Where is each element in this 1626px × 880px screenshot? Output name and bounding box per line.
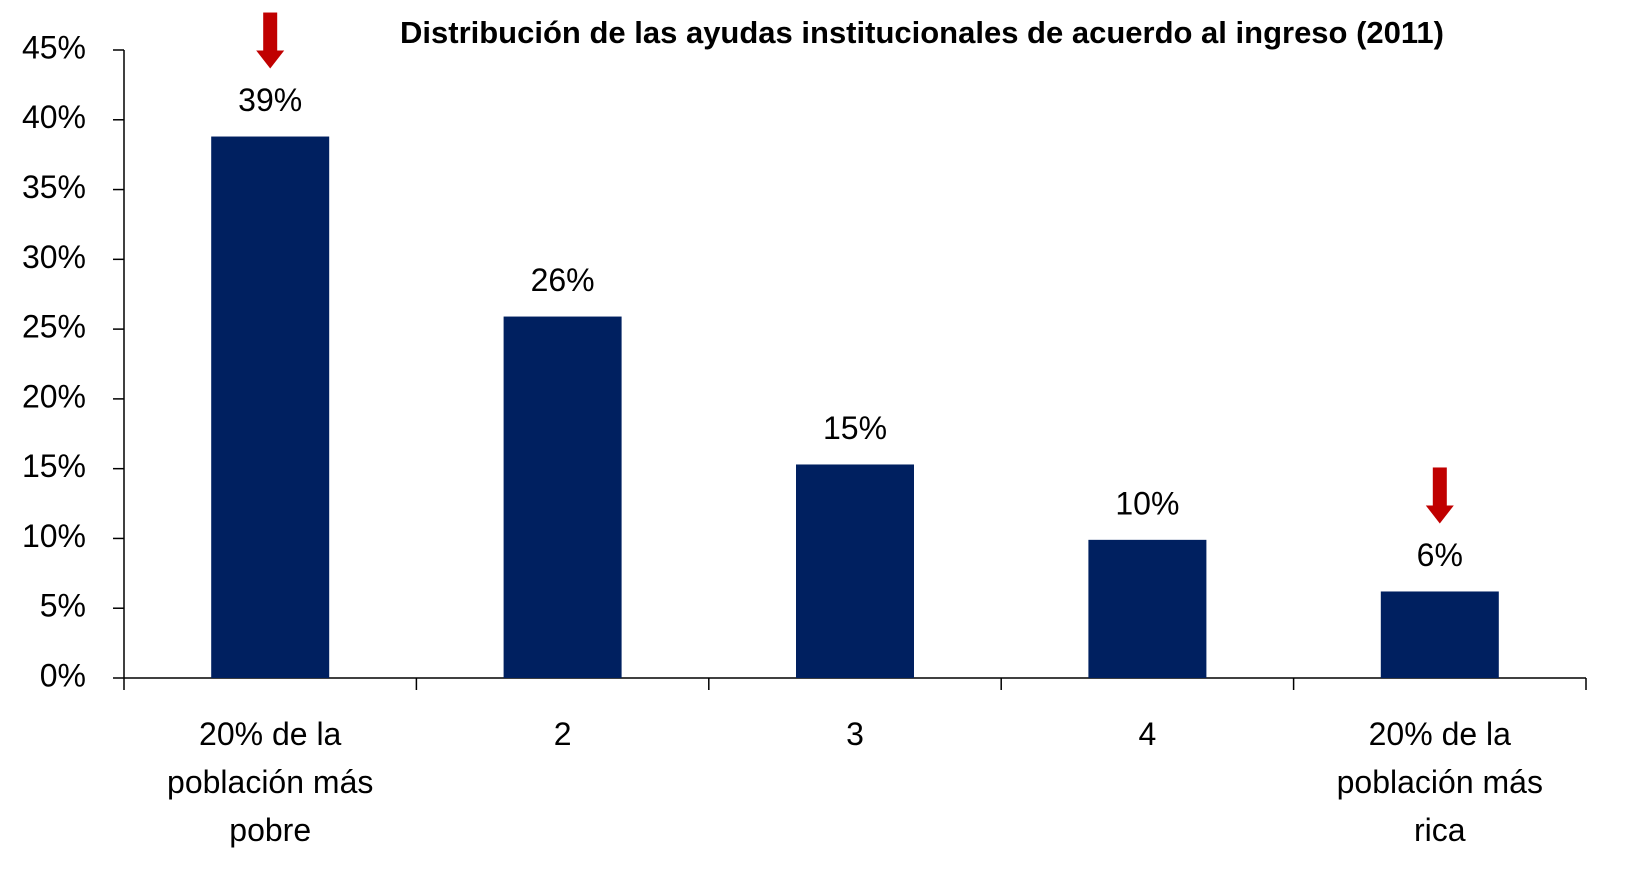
- bar: [503, 316, 622, 678]
- data-label: 15%: [823, 410, 887, 446]
- bar: [1088, 539, 1207, 678]
- data-label: 6%: [1417, 537, 1463, 573]
- arrow-head: [256, 50, 285, 69]
- arrow-shaft: [263, 12, 278, 53]
- bar: [1380, 591, 1499, 678]
- arrow-shaft: [1432, 467, 1447, 508]
- y-tick-label: 30%: [22, 239, 86, 275]
- x-tick-label: 2: [553, 716, 572, 752]
- data-label: 26%: [531, 262, 595, 298]
- data-label: 39%: [238, 82, 302, 118]
- x-tick-label: 20% de la población más pobre: [167, 716, 374, 848]
- y-tick-label: 35%: [22, 169, 86, 205]
- y-tick-label: 45%: [22, 29, 86, 65]
- y-tick-label: 10%: [22, 518, 86, 554]
- bar: [211, 136, 330, 679]
- bar: [796, 464, 914, 678]
- y-tick-label: 0%: [40, 657, 86, 693]
- arrow-head: [1425, 505, 1454, 524]
- y-tick-label: 5%: [40, 588, 86, 624]
- data-label: 10%: [1115, 485, 1179, 521]
- y-tick-label: 40%: [22, 99, 86, 135]
- y-tick-label: 20%: [22, 378, 86, 414]
- x-tick-label: 4: [1138, 716, 1157, 752]
- y-tick-label: 25%: [22, 309, 86, 345]
- chart-title: Distribución de las ayudas institucional…: [400, 15, 1444, 50]
- x-tick-label: 3: [846, 716, 864, 752]
- x-tick-label: 20% de la población más rica: [1336, 716, 1543, 848]
- y-tick-label: 15%: [22, 448, 86, 484]
